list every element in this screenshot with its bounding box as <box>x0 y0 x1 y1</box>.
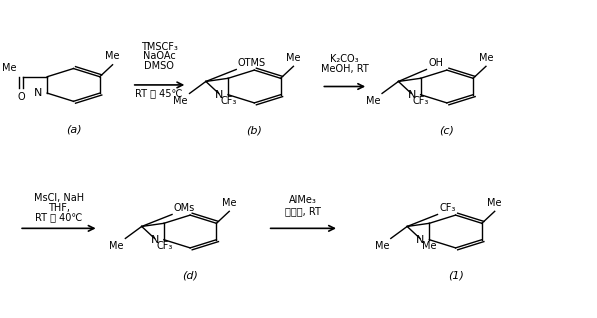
Text: NaOAc: NaOAc <box>143 51 176 61</box>
Text: N: N <box>215 90 223 100</box>
Text: (a): (a) <box>66 124 81 134</box>
Text: OTMS: OTMS <box>238 58 266 68</box>
Text: Me: Me <box>2 63 17 73</box>
Text: O: O <box>17 92 24 102</box>
Text: (1): (1) <box>448 271 463 281</box>
Text: OMs: OMs <box>174 203 195 213</box>
Text: RT 至 40℃: RT 至 40℃ <box>35 212 82 222</box>
Text: OH: OH <box>428 58 443 68</box>
Text: Me: Me <box>421 241 436 251</box>
Text: THF,: THF, <box>48 203 70 213</box>
Text: CF₃: CF₃ <box>413 96 429 106</box>
Text: AlMe₃: AlMe₃ <box>290 195 317 205</box>
Text: Me: Me <box>366 96 380 106</box>
Text: Me: Me <box>374 241 389 251</box>
Text: N: N <box>416 235 424 245</box>
Text: (c): (c) <box>439 126 454 136</box>
Text: CF₃: CF₃ <box>220 96 237 106</box>
Text: Me: Me <box>488 197 502 208</box>
Text: MsCl, NaH: MsCl, NaH <box>34 193 84 203</box>
Text: Me: Me <box>286 52 301 63</box>
Text: Me: Me <box>173 96 188 106</box>
Text: N: N <box>408 90 416 100</box>
Text: Me: Me <box>105 51 120 61</box>
Text: CF₃: CF₃ <box>439 203 456 213</box>
Text: TMSCF₃: TMSCF₃ <box>141 42 178 52</box>
Text: (d): (d) <box>182 271 198 281</box>
Text: 环己烷, RT: 环己烷, RT <box>285 206 321 216</box>
Text: DMSO: DMSO <box>144 61 174 71</box>
Text: N: N <box>34 88 42 98</box>
Text: N: N <box>151 235 159 245</box>
Text: (b): (b) <box>247 126 262 136</box>
Text: Me: Me <box>479 52 493 63</box>
Text: CF₃: CF₃ <box>156 241 173 251</box>
Text: RT 至 45℃: RT 至 45℃ <box>136 88 183 98</box>
Text: MeOH, RT: MeOH, RT <box>321 64 368 74</box>
Text: K₂CO₃: K₂CO₃ <box>330 54 359 65</box>
Text: Me: Me <box>109 241 124 251</box>
Text: Me: Me <box>222 197 236 208</box>
